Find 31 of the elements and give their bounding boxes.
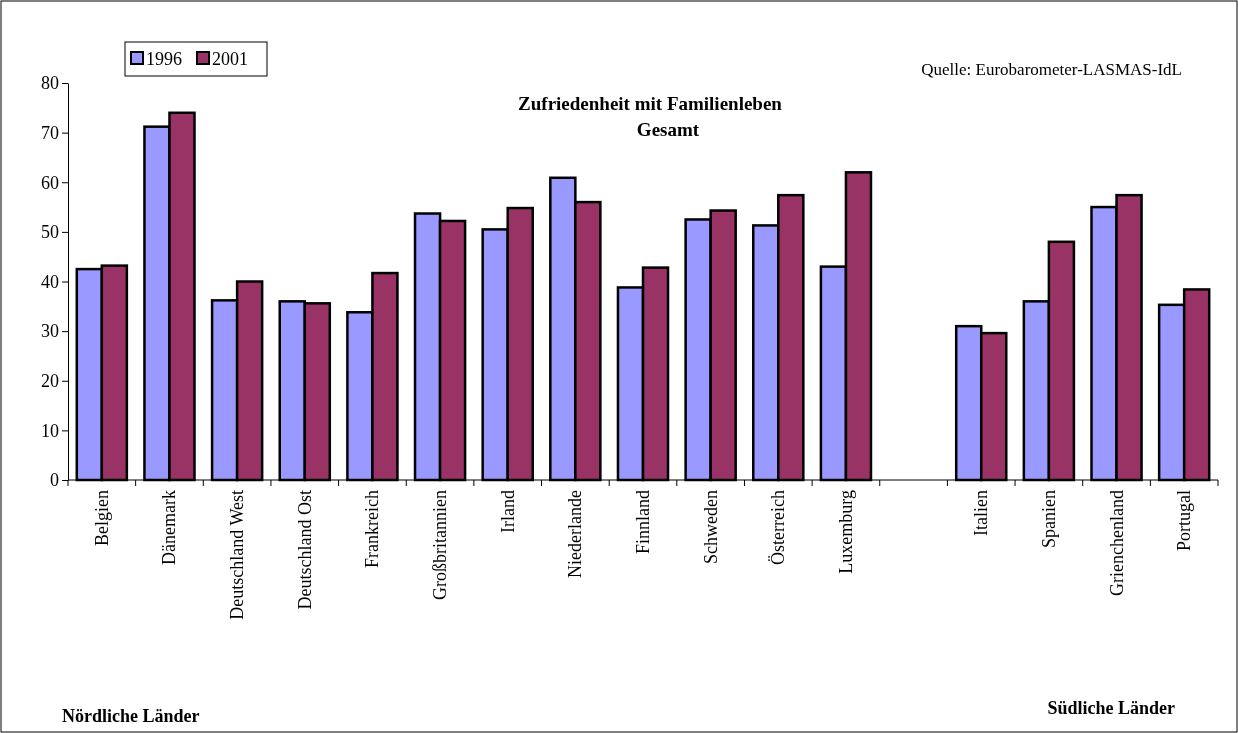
x-tick-label: Dänemark xyxy=(159,490,180,565)
x-tick-label: Österreich xyxy=(768,490,789,565)
y-tick-label: 80 xyxy=(41,73,59,94)
x-tick-label: Deutschland Ost xyxy=(294,490,315,610)
x-tick-label: Deutschland West xyxy=(227,490,248,620)
x-tick-label: Großbritannien xyxy=(430,490,451,600)
x-tick-label: Finnland xyxy=(633,490,653,555)
text: Südliche Länder xyxy=(1047,698,1176,718)
y-tick-label: 10 xyxy=(41,420,59,441)
source-note: Quelle: Eurobarometer-LASMAS-IdL xyxy=(921,60,1182,79)
x-tick-label: Niederlande xyxy=(565,489,586,578)
legend-label: 2001 xyxy=(212,49,248,69)
legend-label: 1996 xyxy=(146,49,182,69)
x-tick-label: Irland xyxy=(497,490,518,533)
x-tick-label: Frankreich xyxy=(362,490,383,568)
x-tick-label: Belgien xyxy=(91,490,112,546)
y-tick-label: 40 xyxy=(41,271,59,292)
y-tick-label: 20 xyxy=(41,371,59,392)
text: Zufriedenheit mit Familienleben Gesamt xyxy=(518,93,783,140)
y-tick-label: 0 xyxy=(50,470,59,491)
y-tick-label: 30 xyxy=(41,321,59,342)
x-tick-label: Italien xyxy=(971,490,992,536)
x-tick-label: Schweden xyxy=(700,490,721,564)
y-tick-label: 50 xyxy=(41,222,59,243)
text: Nördliche Länder xyxy=(62,706,200,726)
x-tick-label: Spanien xyxy=(1038,490,1059,548)
x-tick-label: Grienchenland xyxy=(1106,490,1127,596)
y-tick-label: 70 xyxy=(41,122,59,143)
y-tick-label: 60 xyxy=(41,172,59,193)
x-tick-label: Luxemburg xyxy=(835,490,856,574)
x-tick-label: Portugal xyxy=(1174,490,1195,551)
